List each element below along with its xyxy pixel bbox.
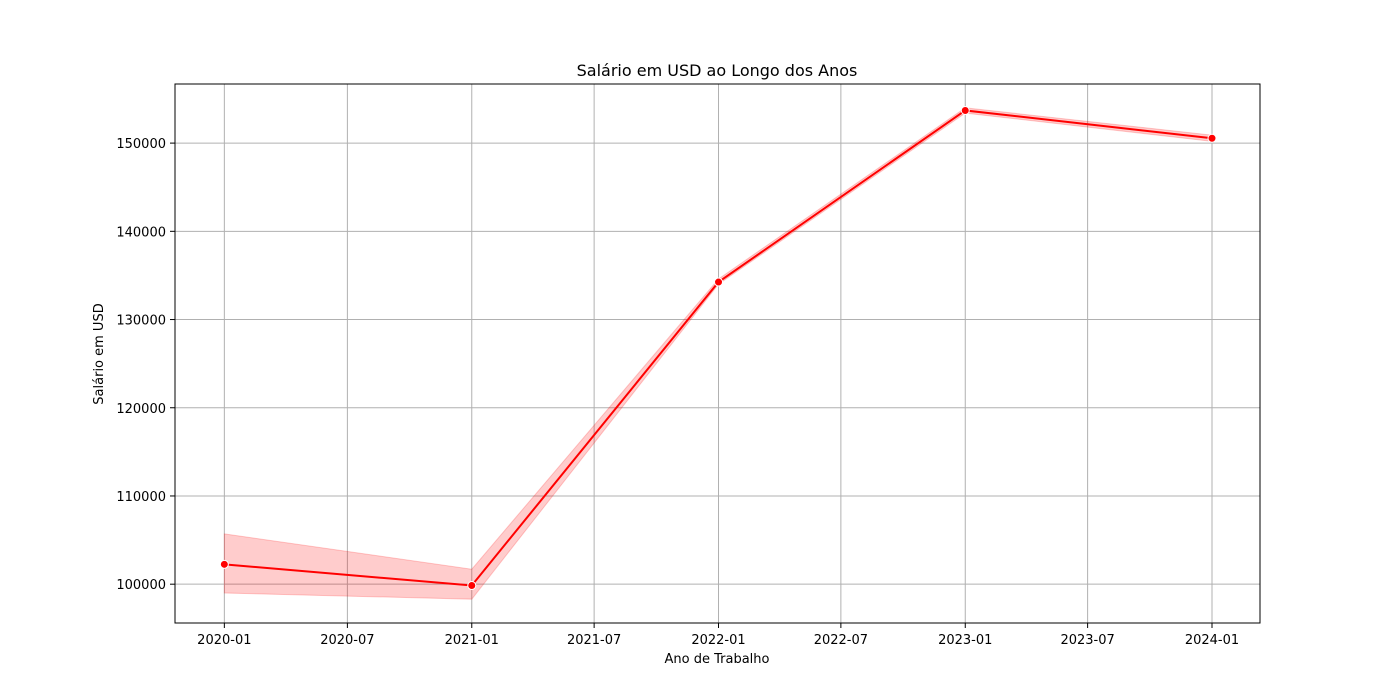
- data-point: [467, 581, 477, 591]
- chart-title: Salário em USD ao Longo dos Anos: [577, 61, 858, 80]
- x-tick-label: 2022-07: [814, 633, 868, 648]
- y-tick-label: 120000: [116, 402, 166, 417]
- x-tick-label: 2022-01: [691, 633, 745, 648]
- y-axis-ticks: 100000 110000 120000 130000 140000 150000: [116, 137, 175, 593]
- x-tick-label: 2020-01: [197, 633, 251, 648]
- plot-frame: [174, 83, 1261, 624]
- data-point: [219, 559, 229, 569]
- x-tick-label: 2024-01: [1185, 633, 1239, 648]
- y-tick-label: 140000: [116, 225, 166, 240]
- x-tick-label: 2023-07: [1060, 633, 1114, 648]
- series-markers: [219, 105, 1217, 591]
- data-point: [1207, 133, 1217, 143]
- x-tick-label: 2021-07: [567, 633, 621, 648]
- y-tick-label: 150000: [116, 137, 166, 152]
- data-point: [714, 277, 724, 287]
- x-axis-label: Ano de Trabalho: [665, 652, 770, 667]
- y-tick-label: 110000: [116, 490, 166, 505]
- x-axis-ticks: 2020-01 2020-07 2021-01 2021-07 2022-01 2022-…: [197, 623, 1239, 648]
- y-axis-label: Salário em USD: [92, 303, 107, 404]
- y-tick-label: 130000: [116, 314, 166, 329]
- x-tick-label: 2021-01: [445, 633, 499, 648]
- x-tick-label: 2020-07: [320, 633, 374, 648]
- y-tick-label: 100000: [116, 578, 166, 593]
- data-point: [960, 105, 970, 115]
- x-tick-label: 2023-01: [938, 633, 992, 648]
- grid: [175, 84, 1260, 623]
